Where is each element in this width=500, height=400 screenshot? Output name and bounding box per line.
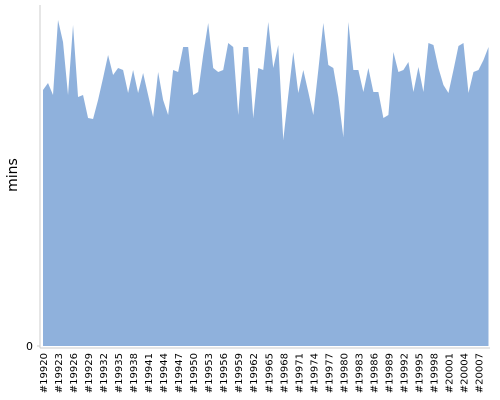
x-tick-label: #19977 [324,353,335,393]
x-tick-label: #19998 [429,353,440,393]
x-tick-label: #19986 [369,353,380,393]
x-tick-label: #20007 [474,353,485,393]
x-tick-label: #19920 [39,353,50,393]
x-tick-label: #19974 [309,353,320,393]
x-tick-label: #20004 [459,353,470,393]
x-tick-label: #19932 [99,353,110,393]
x-tick-label: #19965 [264,353,275,393]
x-tick-label: #19950 [189,353,200,393]
x-tick-label: #19971 [294,353,305,393]
x-tick-label: #19962 [249,353,260,393]
y-tick-label: 0 [26,340,33,353]
x-tick-label: #19944 [159,353,170,393]
y-axis-label: mins [5,158,21,192]
x-tick-label: #19959 [234,353,245,393]
x-tick-label: #19995 [414,353,425,393]
x-tick-label: #19953 [204,353,215,393]
x-tick-label: #19992 [399,353,410,393]
x-tick-label: #19941 [144,353,155,393]
x-tick-label: #20001 [444,353,455,393]
x-tick-label: #19956 [219,353,230,393]
x-tick-label: #19935 [114,353,125,393]
x-tick-label: #19926 [69,353,80,393]
x-tick-label: #19929 [84,353,95,393]
x-tick-label: #19938 [129,353,140,393]
x-tick-label: #19923 [54,353,65,393]
x-tick-label: #19989 [384,353,395,393]
x-tick-label: #19983 [354,353,365,393]
x-tick-label: #19968 [279,353,290,393]
x-tick-label: #19980 [339,353,350,393]
area [43,20,489,346]
x-tick-label: #19947 [174,353,185,393]
